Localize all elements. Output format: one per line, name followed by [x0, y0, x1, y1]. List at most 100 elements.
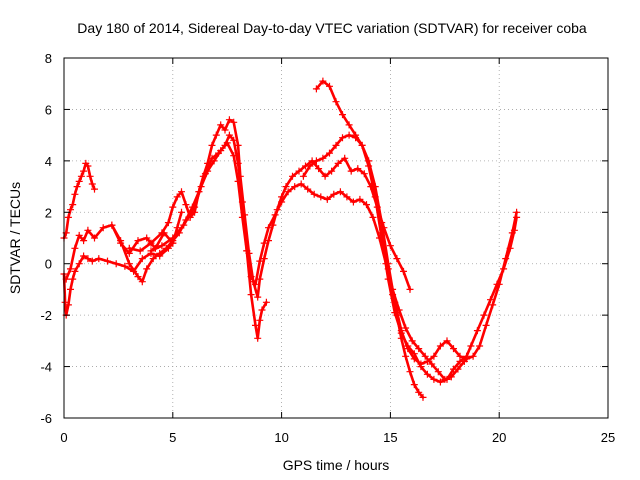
data-point-marker — [182, 201, 190, 209]
data-point-marker — [489, 301, 497, 309]
data-point-marker — [365, 162, 373, 170]
data-point-marker — [358, 141, 366, 149]
data-point-marker — [169, 234, 177, 242]
data-point-marker — [345, 121, 353, 129]
data-point-marker — [217, 121, 225, 129]
data-point-marker — [208, 141, 216, 149]
data-point-marker — [397, 334, 405, 342]
data-point-marker — [71, 190, 79, 198]
data-point-marker — [400, 267, 407, 275]
data-point-marker — [430, 352, 438, 360]
data-point-marker — [354, 165, 362, 173]
data-point-marker — [121, 262, 129, 270]
data-point-marker — [482, 321, 490, 329]
data-point-marker — [80, 252, 88, 260]
data-point-marker — [134, 237, 142, 245]
data-point-marker — [419, 393, 427, 401]
series-layer — [60, 77, 521, 401]
y-tick-label: 4 — [45, 154, 52, 169]
data-point-marker — [299, 172, 307, 180]
data-point-marker — [125, 260, 133, 268]
data-point-marker — [67, 265, 74, 273]
data-point-marker — [363, 201, 370, 209]
data-point-marker — [91, 185, 98, 193]
data-point-marker — [410, 381, 418, 389]
data-point-marker — [369, 213, 377, 221]
data-point-marker — [112, 260, 120, 268]
data-point-marker — [225, 131, 233, 139]
data-point-marker — [326, 149, 333, 157]
data-point-marker — [173, 193, 181, 201]
data-point-marker — [254, 334, 262, 342]
data-point-marker — [315, 165, 323, 173]
data-point-marker — [436, 342, 444, 350]
data-point-marker — [230, 152, 238, 160]
data-point-marker — [252, 321, 259, 329]
data-point-marker — [406, 285, 414, 293]
data-point-marker — [64, 213, 72, 221]
grid — [64, 58, 608, 418]
x-tick-label: 5 — [169, 430, 176, 445]
data-point-marker — [393, 255, 401, 263]
x-tick-label: 15 — [383, 430, 397, 445]
data-point-marker — [321, 172, 329, 180]
series-arc-7 — [312, 77, 521, 368]
y-tick-label: 8 — [45, 51, 52, 66]
data-point-marker — [334, 159, 342, 167]
series-line — [315, 79, 518, 366]
data-point-marker — [326, 82, 333, 90]
data-point-marker — [456, 357, 464, 365]
data-point-marker — [332, 141, 340, 149]
data-point-marker — [247, 273, 255, 281]
data-point-marker — [88, 180, 96, 188]
data-point-marker — [423, 357, 431, 365]
data-point-marker — [371, 193, 379, 201]
data-point-marker — [352, 134, 360, 142]
data-point-marker — [95, 255, 103, 263]
data-point-marker — [402, 324, 410, 332]
data-point-marker — [443, 375, 451, 383]
data-point-marker — [67, 285, 74, 293]
data-point-marker — [513, 208, 521, 216]
data-point-marker — [80, 167, 88, 175]
data-point-marker — [434, 368, 442, 376]
data-point-marker — [408, 337, 416, 345]
data-point-marker — [104, 257, 111, 265]
y-tick-label: -4 — [40, 360, 52, 375]
data-point-marker — [317, 193, 325, 201]
y-tick-label: -2 — [40, 308, 52, 323]
data-point-marker — [67, 206, 74, 214]
plot-frame — [63, 57, 609, 419]
data-point-marker — [134, 273, 142, 281]
data-point-marker — [304, 185, 312, 193]
data-point-marker — [295, 167, 303, 175]
data-point-marker — [164, 219, 172, 227]
data-point-marker — [77, 172, 85, 180]
data-point-marker — [330, 190, 338, 198]
data-point-marker — [71, 244, 79, 252]
data-point-marker — [99, 224, 107, 232]
data-point-marker — [284, 188, 292, 196]
data-point-marker — [238, 213, 246, 221]
data-point-marker — [428, 360, 436, 368]
data-point-marker — [297, 180, 305, 188]
data-point-marker — [502, 255, 510, 263]
data-point-marker — [247, 291, 255, 299]
data-point-marker — [80, 237, 88, 245]
x-axis-label: GPS time / hours — [283, 457, 390, 473]
data-point-marker — [328, 167, 336, 175]
data-point-marker — [212, 131, 220, 139]
data-point-marker — [136, 247, 144, 255]
data-point-marker — [86, 172, 94, 180]
x-tick-label: 10 — [274, 430, 288, 445]
data-point-marker — [117, 237, 125, 245]
data-point-marker — [339, 134, 346, 142]
data-point-marker — [360, 170, 368, 178]
data-point-marker — [108, 221, 116, 229]
data-point-marker — [450, 345, 457, 353]
data-point-marker — [173, 224, 181, 232]
data-point-marker — [487, 296, 494, 304]
x-tick-label: 0 — [60, 430, 67, 445]
data-point-marker — [312, 157, 320, 165]
